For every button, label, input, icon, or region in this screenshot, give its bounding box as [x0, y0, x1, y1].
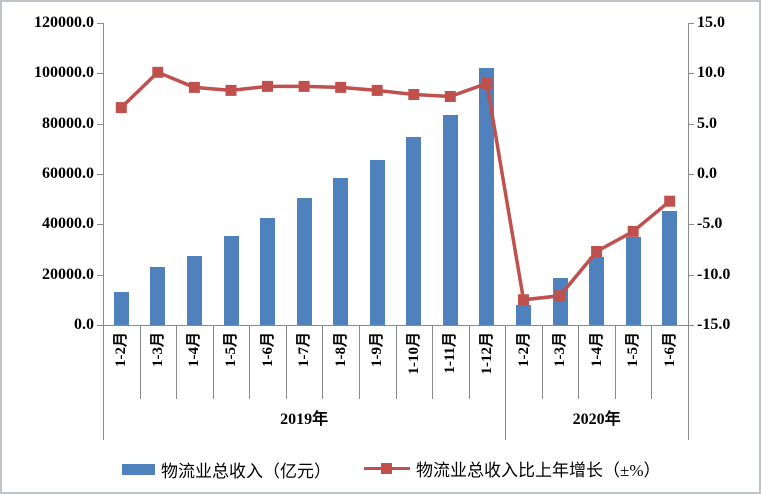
legend-bar-entry: 物流业总收入（亿元）	[122, 457, 331, 482]
legend-bar-label: 物流业总收入（亿元）	[161, 462, 331, 481]
line-marker	[188, 81, 200, 93]
y-axis-label-right: -5.0	[697, 215, 723, 233]
month-separator	[578, 325, 580, 399]
bar	[662, 210, 678, 325]
left-axis-tick	[97, 73, 103, 75]
bar	[333, 178, 349, 325]
line-marker	[664, 195, 676, 207]
y-axis-label-right: 5.0	[697, 114, 717, 132]
line-marker	[518, 294, 529, 306]
line-marker	[115, 102, 127, 114]
legend-bar-swatch-icon	[122, 464, 155, 475]
month-separator	[432, 325, 434, 399]
year-label: 2020年	[572, 411, 621, 428]
line-marker	[554, 290, 566, 302]
y-axis-label-left: 0.0	[74, 316, 94, 333]
year-separator	[103, 325, 104, 440]
bar	[113, 292, 129, 325]
y-axis-label-right: 10.0	[697, 64, 725, 82]
y-axis-label-right: -15.0	[697, 316, 731, 333]
y-axis-label-right: 15.0	[697, 14, 725, 31]
line-marker	[335, 81, 347, 93]
bar	[223, 236, 239, 325]
month-separator	[139, 325, 141, 399]
bar	[589, 257, 605, 326]
line-marker	[152, 66, 164, 78]
year-label: 2019年	[280, 411, 329, 428]
month-separator	[468, 325, 470, 399]
month-separator	[541, 325, 543, 399]
bar	[186, 256, 202, 325]
legend-line-swatch-icon	[364, 462, 410, 475]
trend-line	[120, 70, 671, 302]
y-axis-label-left: 60000.0	[42, 165, 94, 182]
right-axis-tick	[688, 274, 694, 276]
line-marker	[481, 77, 493, 89]
right-axis-tick	[688, 23, 694, 24]
year-separator	[505, 325, 507, 440]
month-separator	[358, 325, 360, 399]
bar	[479, 68, 495, 325]
month-separator	[285, 325, 287, 399]
right-axis-tick	[688, 325, 694, 326]
y-axis-label-left: 80000.0	[42, 114, 94, 132]
y-axis-label-left: 120000.0	[34, 14, 94, 31]
line-marker	[371, 84, 383, 96]
month-separator	[249, 325, 251, 399]
bar	[516, 305, 531, 325]
left-axis-tick	[97, 23, 103, 24]
left-axis-tick	[97, 123, 103, 125]
month-separator	[395, 325, 397, 399]
year-separator	[688, 325, 689, 440]
bar	[150, 266, 166, 325]
bar	[406, 137, 422, 325]
month-separator	[176, 325, 178, 399]
right-axis-tick	[688, 224, 694, 226]
line-marker	[444, 91, 456, 102]
line-marker	[298, 80, 310, 92]
left-axis-tick	[97, 224, 103, 226]
bar	[369, 159, 385, 325]
legend-line-marker	[381, 463, 392, 474]
line-marker	[408, 89, 420, 100]
bar	[625, 237, 641, 325]
bar	[442, 115, 458, 325]
left-axis-tick	[97, 325, 103, 326]
month-separator	[322, 325, 324, 399]
y-axis-label-left: 40000.0	[42, 215, 94, 233]
month-separator	[212, 325, 214, 399]
y-axis-label-right: 0.0	[697, 165, 717, 182]
line-marker	[262, 80, 273, 92]
y-axis-label-right: -10.0	[697, 265, 731, 283]
month-separator	[651, 325, 653, 399]
right-axis-tick	[688, 123, 694, 125]
line-marker	[627, 225, 639, 237]
line-marker	[591, 246, 603, 257]
left-axis-line	[103, 23, 104, 325]
y-axis-label-left: 100000.0	[34, 64, 94, 82]
legend-line-entry: 物流业总收入比上年增长（±%）	[364, 456, 661, 481]
y-axis-label-left: 20000.0	[42, 265, 94, 283]
right-axis-tick	[688, 73, 694, 75]
bar	[260, 218, 275, 325]
line-marker	[225, 84, 237, 96]
left-axis-tick	[97, 174, 103, 175]
left-axis-tick	[97, 274, 103, 276]
month-separator	[614, 325, 616, 399]
right-axis-tick	[688, 174, 694, 175]
bar	[296, 198, 312, 325]
legend-line-label: 物流业总收入比上年增长（±%）	[416, 461, 661, 480]
